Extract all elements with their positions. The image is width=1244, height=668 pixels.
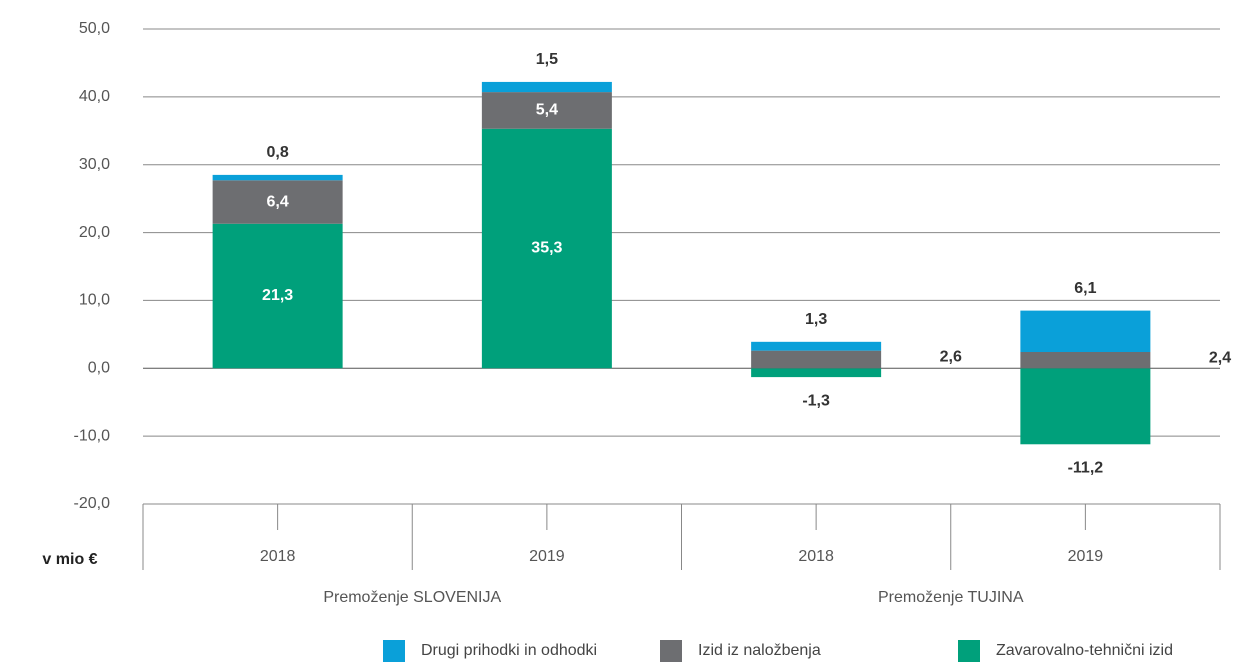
y-tick-label: 40,0 bbox=[79, 88, 110, 105]
value-label: -11,2 bbox=[1068, 460, 1104, 477]
bar-segment bbox=[212, 223, 343, 369]
value-label: 0,8 bbox=[267, 144, 289, 161]
group-label: Premoženje TUJINA bbox=[878, 589, 1024, 606]
bar-segment bbox=[1020, 310, 1151, 352]
x-tick-label: 2019 bbox=[1068, 548, 1104, 565]
bar-segment bbox=[481, 92, 612, 129]
y-axis-label: v mio € bbox=[42, 551, 97, 568]
value-label: 1,5 bbox=[536, 51, 558, 68]
bar-segment bbox=[751, 341, 882, 351]
y-tick-label: 20,0 bbox=[79, 224, 110, 241]
bar-segment bbox=[212, 180, 343, 224]
y-tick-label: 0,0 bbox=[88, 360, 110, 377]
y-tick-label: 10,0 bbox=[79, 292, 110, 309]
value-label: 5,4 bbox=[536, 102, 558, 119]
y-tick-label: -10,0 bbox=[74, 427, 111, 444]
legend-label: Drugi prihodki in odhodki bbox=[421, 642, 597, 659]
bar-segment bbox=[481, 128, 612, 369]
y-tick-label: 50,0 bbox=[79, 20, 110, 37]
x-tick-label: 2019 bbox=[529, 548, 565, 565]
x-tick-label: 2018 bbox=[798, 548, 834, 565]
y-tick-label: 30,0 bbox=[79, 156, 110, 173]
x-tick-label: 2018 bbox=[260, 548, 296, 565]
value-label: -1,3 bbox=[802, 392, 830, 409]
value-label: 6,1 bbox=[1074, 280, 1096, 297]
y-tick-label: -20,0 bbox=[74, 495, 111, 512]
legend-swatch bbox=[958, 640, 980, 662]
value-label: 1,3 bbox=[805, 311, 827, 328]
bar-segment bbox=[1020, 352, 1151, 369]
legend-label: Izid iz naložbenja bbox=[698, 642, 821, 659]
value-label: 2,4 bbox=[1209, 349, 1231, 366]
bar-segment bbox=[751, 368, 882, 378]
bar-segment bbox=[212, 174, 343, 181]
value-label: 6,4 bbox=[267, 193, 289, 210]
bar-segment bbox=[751, 350, 882, 369]
group-label: Premoženje SLOVENIJA bbox=[323, 589, 501, 606]
legend-swatch bbox=[660, 640, 682, 662]
legend-swatch bbox=[383, 640, 405, 662]
value-label: 35,3 bbox=[531, 240, 562, 257]
value-label: 2,6 bbox=[940, 349, 962, 366]
bar-segment bbox=[481, 81, 612, 93]
legend-label: Zavarovalno-tehnični izid bbox=[996, 642, 1173, 659]
value-label: 21,3 bbox=[262, 287, 293, 304]
bar-segment bbox=[1020, 368, 1151, 445]
